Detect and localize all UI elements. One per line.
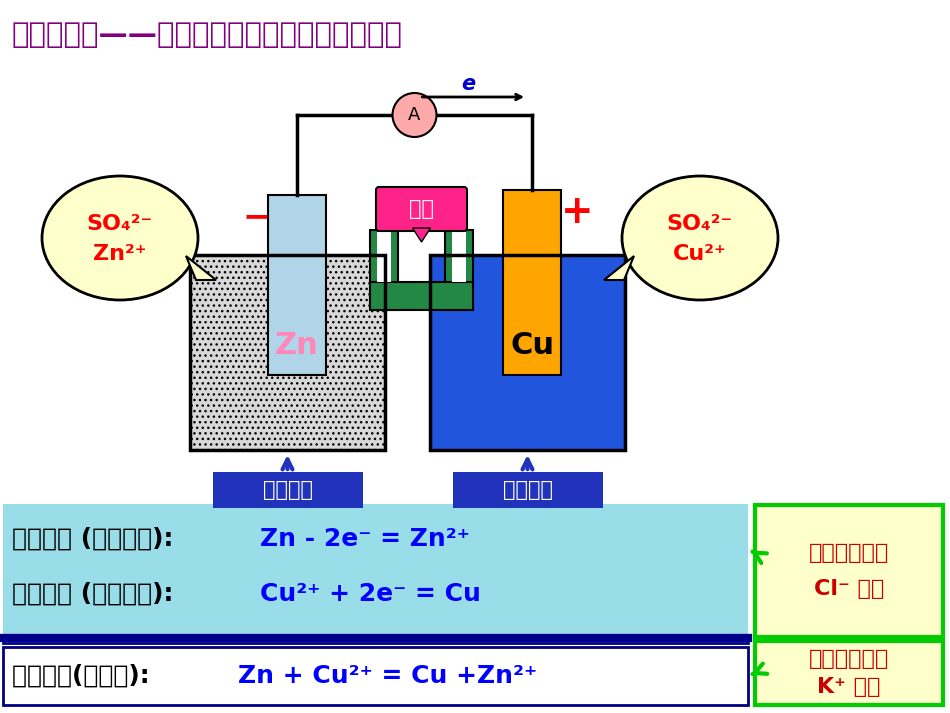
Bar	[190, 255, 385, 450]
Text: Cu²⁺ + 2e⁻ = Cu: Cu²⁺ + 2e⁻ = Cu	[260, 582, 481, 606]
Text: Cl⁻ 中和: Cl⁻ 中和	[814, 579, 884, 599]
FancyBboxPatch shape	[755, 505, 943, 637]
Text: 锌半电池: 锌半电池	[262, 480, 313, 500]
Text: Cu: Cu	[510, 331, 554, 359]
Text: 正极反应 (还原反应):: 正极反应 (还原反应):	[12, 582, 182, 606]
Bar	[213, 472, 363, 508]
Text: 电池反应(总反应):: 电池反应(总反应):	[12, 664, 159, 688]
FancyBboxPatch shape	[755, 641, 943, 705]
Bar	[377, 232, 391, 282]
Bar	[370, 230, 398, 310]
Text: e: e	[461, 74, 475, 94]
Text: Cu²⁺: Cu²⁺	[674, 244, 727, 264]
Text: Zn²⁺: Zn²⁺	[93, 244, 146, 264]
Bar	[3, 504, 748, 634]
Text: SO₄²⁻: SO₄²⁻	[86, 214, 153, 234]
Bar	[445, 230, 473, 310]
Text: K⁺ 中和: K⁺ 中和	[817, 677, 881, 697]
Ellipse shape	[622, 176, 778, 300]
Text: +: +	[560, 193, 594, 231]
Bar	[190, 255, 385, 450]
Ellipse shape	[42, 176, 198, 300]
Bar	[452, 232, 466, 282]
Text: 盐桥的作用——维持溶液的电中性，沟通电路。: 盐桥的作用——维持溶液的电中性，沟通电路。	[12, 21, 403, 49]
Polygon shape	[604, 256, 634, 280]
Bar	[370, 282, 473, 310]
Text: 铜半电池: 铜半电池	[503, 480, 553, 500]
Bar	[430, 255, 625, 450]
Text: 正电荷过剩，: 正电荷过剩，	[808, 543, 889, 563]
Bar	[268, 195, 326, 375]
Bar	[430, 255, 625, 450]
Text: −: −	[242, 200, 270, 233]
Text: Zn - 2e⁻ = Zn²⁺: Zn - 2e⁻ = Zn²⁺	[260, 527, 470, 551]
Bar	[503, 190, 561, 375]
Text: 盐桥: 盐桥	[409, 199, 434, 219]
Text: Zn + Cu²⁺ = Cu +Zn²⁺: Zn + Cu²⁺ = Cu +Zn²⁺	[238, 664, 537, 688]
Bar	[3, 647, 748, 705]
Circle shape	[392, 93, 436, 137]
Text: A: A	[408, 106, 421, 124]
Bar	[452, 472, 602, 508]
Text: Zn: Zn	[276, 331, 319, 359]
Text: SO₄²⁻: SO₄²⁻	[667, 214, 733, 234]
Polygon shape	[186, 256, 216, 280]
Polygon shape	[412, 228, 430, 242]
FancyBboxPatch shape	[376, 187, 467, 231]
Text: 负电荷过剩，: 负电荷过剩，	[808, 649, 889, 669]
Text: 负极反应 (氧化反应):: 负极反应 (氧化反应):	[12, 527, 182, 551]
